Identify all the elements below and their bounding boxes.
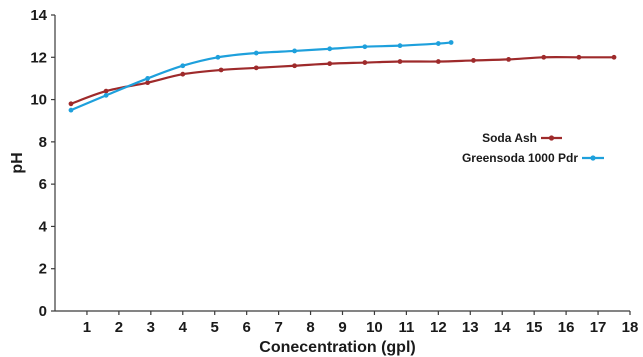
x-tick-label: 3 (147, 319, 155, 336)
data-point (253, 50, 259, 56)
x-tick-label: 4 (179, 319, 188, 336)
data-point (292, 48, 297, 54)
y-tick-label: 8 (39, 134, 47, 151)
data-point (68, 107, 74, 113)
x-tick-label: 12 (430, 319, 447, 336)
x-tick-label: 13 (462, 319, 479, 336)
y-tick-label: 4 (39, 218, 48, 235)
data-point (253, 65, 259, 71)
legend: Soda Ash Greensoda 1000 Pdr (462, 131, 604, 165)
y-tick-label: 2 (39, 261, 47, 278)
data-point (448, 40, 454, 45)
x-tick-label: 18 (622, 319, 639, 336)
data-point (180, 71, 186, 77)
data-point (327, 61, 333, 67)
data-point (541, 54, 547, 60)
y-tick-label: 14 (30, 7, 47, 24)
data-point (103, 88, 109, 94)
data-point (145, 76, 151, 81)
y-tick-label: 10 (30, 92, 47, 109)
x-tick-label: 17 (590, 319, 607, 336)
data-point (397, 43, 403, 49)
data-point (506, 57, 512, 62)
data-point (103, 92, 109, 98)
x-tick-label: 11 (398, 319, 414, 336)
x-tick-label: 15 (526, 319, 543, 336)
data-point (362, 60, 368, 65)
x-axis-title: Conecentration (gpl) (259, 339, 415, 356)
data-point (397, 59, 403, 64)
series-1 (68, 40, 454, 113)
data-point (611, 54, 617, 60)
data-point (145, 80, 151, 86)
data-point (327, 46, 333, 52)
legend-swatch-marker (548, 135, 555, 141)
legend-label: Soda Ash (482, 131, 537, 145)
data-point (362, 44, 368, 50)
y-tick-label: 0 (39, 303, 47, 320)
legend-label: Greensoda 1000 Pdr (462, 151, 578, 165)
x-tick-label: 10 (366, 319, 383, 336)
x-tick-label: 8 (306, 319, 314, 336)
x-tick-label: 9 (338, 319, 346, 336)
data-point (180, 63, 186, 69)
x-tick-label: 6 (242, 319, 250, 336)
data-point (218, 67, 224, 73)
x-tick-label: 14 (494, 319, 511, 336)
x-tick-label: 1 (83, 319, 91, 336)
y-tick-label: 12 (30, 49, 47, 66)
series-line (69, 41, 453, 112)
y-tick-label: 6 (39, 176, 47, 193)
legend-item: Greensoda 1000 Pdr (462, 151, 604, 165)
data-point (471, 58, 476, 63)
x-tick-label: 7 (274, 319, 282, 336)
y-axis-title: pH (9, 152, 26, 173)
data-point (435, 41, 441, 46)
series-0 (68, 54, 617, 107)
series-layer (68, 40, 617, 113)
x-tick-label: 16 (558, 319, 575, 336)
legend-item: Soda Ash (482, 131, 562, 145)
data-point (292, 63, 297, 69)
data-point (68, 101, 74, 107)
series-line (69, 56, 616, 105)
legend-swatch-marker (590, 155, 596, 161)
x-tick-label: 5 (211, 319, 219, 336)
data-point (576, 54, 582, 60)
data-point (435, 59, 441, 64)
x-tick-label: 2 (115, 319, 123, 336)
data-point (215, 54, 221, 60)
